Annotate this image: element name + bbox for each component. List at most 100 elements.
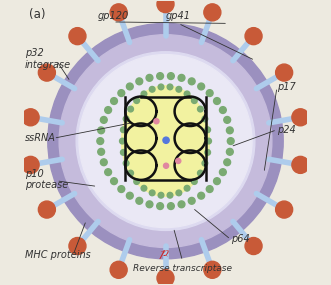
Circle shape — [126, 192, 133, 199]
Circle shape — [213, 178, 220, 185]
Circle shape — [105, 107, 112, 113]
Circle shape — [59, 35, 272, 247]
Circle shape — [167, 192, 173, 198]
Circle shape — [188, 78, 195, 85]
Circle shape — [126, 83, 133, 90]
Circle shape — [158, 192, 164, 198]
Circle shape — [202, 160, 208, 166]
Circle shape — [100, 117, 107, 123]
Circle shape — [198, 83, 205, 90]
Circle shape — [118, 90, 125, 97]
Circle shape — [198, 170, 203, 176]
Text: p17: p17 — [277, 82, 296, 92]
Circle shape — [119, 138, 125, 144]
Circle shape — [192, 98, 197, 103]
Circle shape — [123, 160, 129, 166]
Circle shape — [192, 179, 197, 184]
Circle shape — [178, 74, 185, 81]
Circle shape — [79, 55, 252, 228]
Circle shape — [204, 261, 221, 278]
Circle shape — [226, 127, 233, 134]
Circle shape — [226, 148, 233, 155]
Circle shape — [276, 201, 293, 218]
Circle shape — [48, 23, 283, 259]
Circle shape — [202, 116, 208, 122]
Circle shape — [184, 186, 190, 191]
Text: gp120: gp120 — [97, 11, 129, 21]
Text: $\mathscr{p}$: $\mathscr{p}$ — [158, 247, 170, 261]
Circle shape — [206, 186, 213, 192]
Circle shape — [110, 4, 127, 21]
Circle shape — [204, 4, 221, 21]
Circle shape — [158, 84, 164, 90]
Circle shape — [98, 148, 105, 155]
Circle shape — [176, 190, 182, 196]
Circle shape — [205, 150, 211, 155]
Circle shape — [157, 270, 174, 285]
Circle shape — [118, 186, 125, 192]
Text: gp41: gp41 — [166, 11, 191, 21]
Circle shape — [219, 169, 226, 176]
Circle shape — [22, 109, 39, 126]
Circle shape — [276, 64, 293, 81]
Circle shape — [154, 119, 159, 124]
Text: ssRNA: ssRNA — [25, 133, 56, 143]
Circle shape — [100, 159, 107, 166]
Circle shape — [105, 169, 112, 176]
Circle shape — [198, 106, 203, 112]
Circle shape — [178, 201, 185, 208]
Circle shape — [205, 127, 211, 133]
Ellipse shape — [121, 86, 210, 196]
Circle shape — [76, 52, 255, 230]
Circle shape — [292, 109, 309, 126]
Circle shape — [224, 159, 231, 166]
Circle shape — [69, 28, 86, 45]
Circle shape — [292, 156, 309, 173]
Circle shape — [198, 192, 205, 199]
Circle shape — [167, 203, 174, 209]
Circle shape — [219, 107, 226, 113]
Circle shape — [227, 138, 234, 144]
Circle shape — [134, 98, 139, 103]
Circle shape — [157, 0, 174, 13]
Circle shape — [136, 198, 143, 204]
Circle shape — [167, 73, 174, 80]
Circle shape — [146, 74, 153, 81]
Circle shape — [157, 203, 164, 209]
Circle shape — [38, 201, 55, 218]
Text: p32
integrase: p32 integrase — [25, 48, 71, 70]
Circle shape — [224, 117, 231, 123]
Text: (a): (a) — [29, 8, 46, 21]
Text: MHC proteins: MHC proteins — [25, 250, 91, 260]
Circle shape — [213, 98, 220, 104]
Circle shape — [176, 86, 182, 92]
Circle shape — [188, 198, 195, 204]
Circle shape — [110, 261, 127, 278]
Circle shape — [123, 116, 129, 122]
Circle shape — [206, 138, 212, 144]
Circle shape — [146, 201, 153, 208]
Circle shape — [206, 90, 213, 97]
Text: p10
protease: p10 protease — [25, 168, 69, 190]
Circle shape — [98, 127, 105, 134]
Circle shape — [149, 190, 155, 196]
Circle shape — [111, 178, 118, 185]
Circle shape — [69, 237, 86, 255]
Circle shape — [167, 84, 173, 90]
Circle shape — [176, 158, 181, 164]
Circle shape — [22, 156, 39, 173]
Text: p64: p64 — [231, 235, 250, 245]
Circle shape — [149, 86, 155, 92]
Circle shape — [141, 186, 147, 191]
Circle shape — [120, 150, 126, 155]
Circle shape — [184, 91, 190, 97]
Circle shape — [128, 170, 133, 176]
Text: Reverse transcriptase: Reverse transcriptase — [133, 264, 232, 273]
Circle shape — [97, 138, 104, 144]
Circle shape — [120, 127, 126, 133]
Circle shape — [128, 106, 133, 112]
Circle shape — [111, 98, 118, 104]
Circle shape — [157, 73, 164, 80]
Circle shape — [163, 137, 169, 143]
Circle shape — [38, 64, 55, 81]
